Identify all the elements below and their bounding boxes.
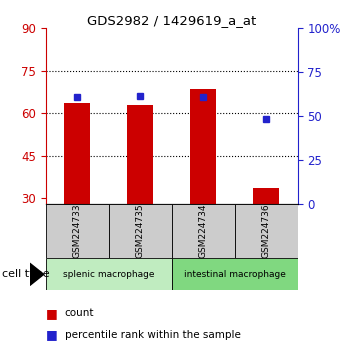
Text: GSM224735: GSM224735 (135, 204, 145, 258)
Title: GDS2982 / 1429619_a_at: GDS2982 / 1429619_a_at (87, 14, 256, 27)
Bar (46, 204, 108, 258)
Bar (253, 188, 279, 204)
Polygon shape (30, 263, 44, 285)
Text: intestinal macrophage: intestinal macrophage (183, 270, 286, 279)
Bar (172, 258, 298, 290)
Bar (108, 204, 172, 258)
Text: count: count (65, 308, 94, 318)
Bar (127, 105, 153, 204)
Bar (234, 204, 298, 258)
Text: GSM224736: GSM224736 (261, 204, 271, 258)
Text: cell type: cell type (2, 269, 49, 279)
Text: ■: ■ (46, 328, 57, 341)
Bar (190, 89, 216, 204)
Text: GSM224734: GSM224734 (198, 204, 208, 258)
Bar (64, 103, 90, 204)
Bar (172, 204, 234, 258)
Text: splenic macrophage: splenic macrophage (63, 270, 154, 279)
Text: ■: ■ (46, 307, 57, 320)
Bar (46, 258, 172, 290)
Text: percentile rank within the sample: percentile rank within the sample (65, 330, 241, 339)
Text: GSM224733: GSM224733 (72, 204, 82, 258)
